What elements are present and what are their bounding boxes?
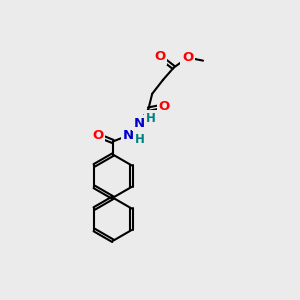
Text: O: O [92, 129, 103, 142]
Text: O: O [158, 100, 169, 112]
Text: O: O [154, 50, 166, 63]
Text: O: O [182, 51, 193, 64]
Text: N: N [123, 129, 134, 142]
Text: H: H [135, 134, 145, 146]
Text: H: H [146, 112, 156, 125]
Text: N: N [134, 116, 145, 130]
